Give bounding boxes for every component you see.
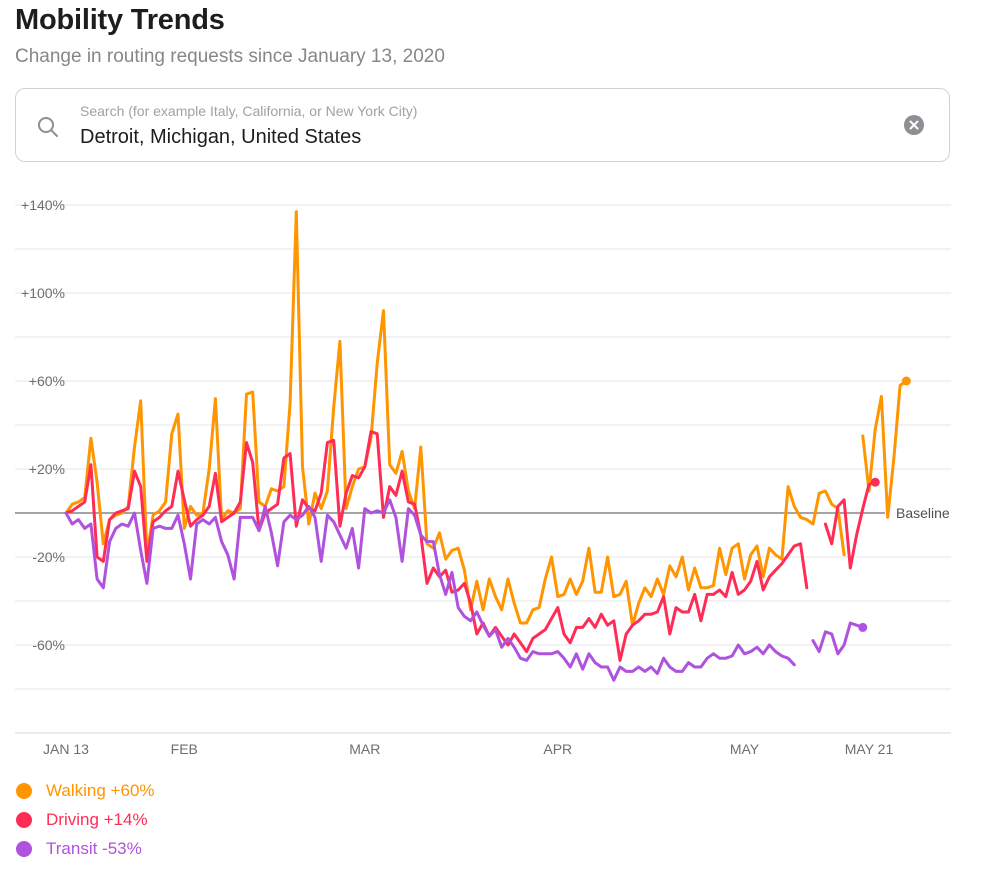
legend-label: Transit -53% [46, 838, 142, 858]
y-tick-label: +140% [21, 197, 65, 213]
x-tick-label: MAY 21 [845, 741, 894, 757]
x-tick-label: FEB [171, 741, 198, 757]
x-tick-label: MAY [730, 741, 760, 757]
walking-series-line [861, 379, 908, 519]
y-tick-label: -20% [32, 549, 65, 565]
driving-end-point [870, 477, 880, 487]
legend-dot [16, 840, 32, 857]
legend-label: Driving +14% [46, 809, 148, 829]
y-tick-label: -60% [32, 637, 65, 653]
page-subtitle: Change in routing requests since January… [15, 46, 445, 67]
clear-icon[interactable] [903, 114, 925, 136]
transit-series-line [811, 621, 865, 656]
transit-end-point [858, 622, 868, 632]
baseline-label: Baseline [896, 505, 950, 521]
driving-series-line [64, 430, 809, 662]
x-tick-label: JAN 13 [43, 741, 89, 757]
legend-dot [16, 782, 32, 799]
legend-dot [16, 811, 32, 828]
x-tick-label: MAR [349, 741, 380, 757]
search-box[interactable]: Search (for example Italy, California, o… [15, 88, 950, 162]
driving-series-line [823, 480, 877, 570]
mobility-chart: +140% +100% +60% +20% -20% -60% Baseline JAN 13… [15, 197, 951, 757]
search-input[interactable]: Detroit, Michigan, United States [80, 126, 362, 148]
search-placeholder: Search (for example Italy, California, o… [80, 103, 418, 119]
legend-item-walking: Walking +60% [16, 776, 155, 805]
legend-item-driving: Driving +14% [16, 805, 155, 834]
legend: Walking +60% Driving +14% Transit -53% [16, 776, 155, 863]
x-tick-label: APR [543, 741, 572, 757]
walking-series-line [64, 210, 846, 627]
search-icon[interactable] [36, 115, 60, 139]
y-tick-label: +100% [21, 285, 65, 301]
page-title: Mobility Trends [15, 4, 225, 36]
y-tick-label: +60% [29, 373, 65, 389]
y-tick-label: +20% [29, 461, 65, 477]
legend-item-transit: Transit -53% [16, 834, 155, 863]
legend-label: Walking +60% [46, 780, 155, 800]
walking-end-point [901, 376, 911, 386]
transit-series-line [64, 498, 796, 682]
